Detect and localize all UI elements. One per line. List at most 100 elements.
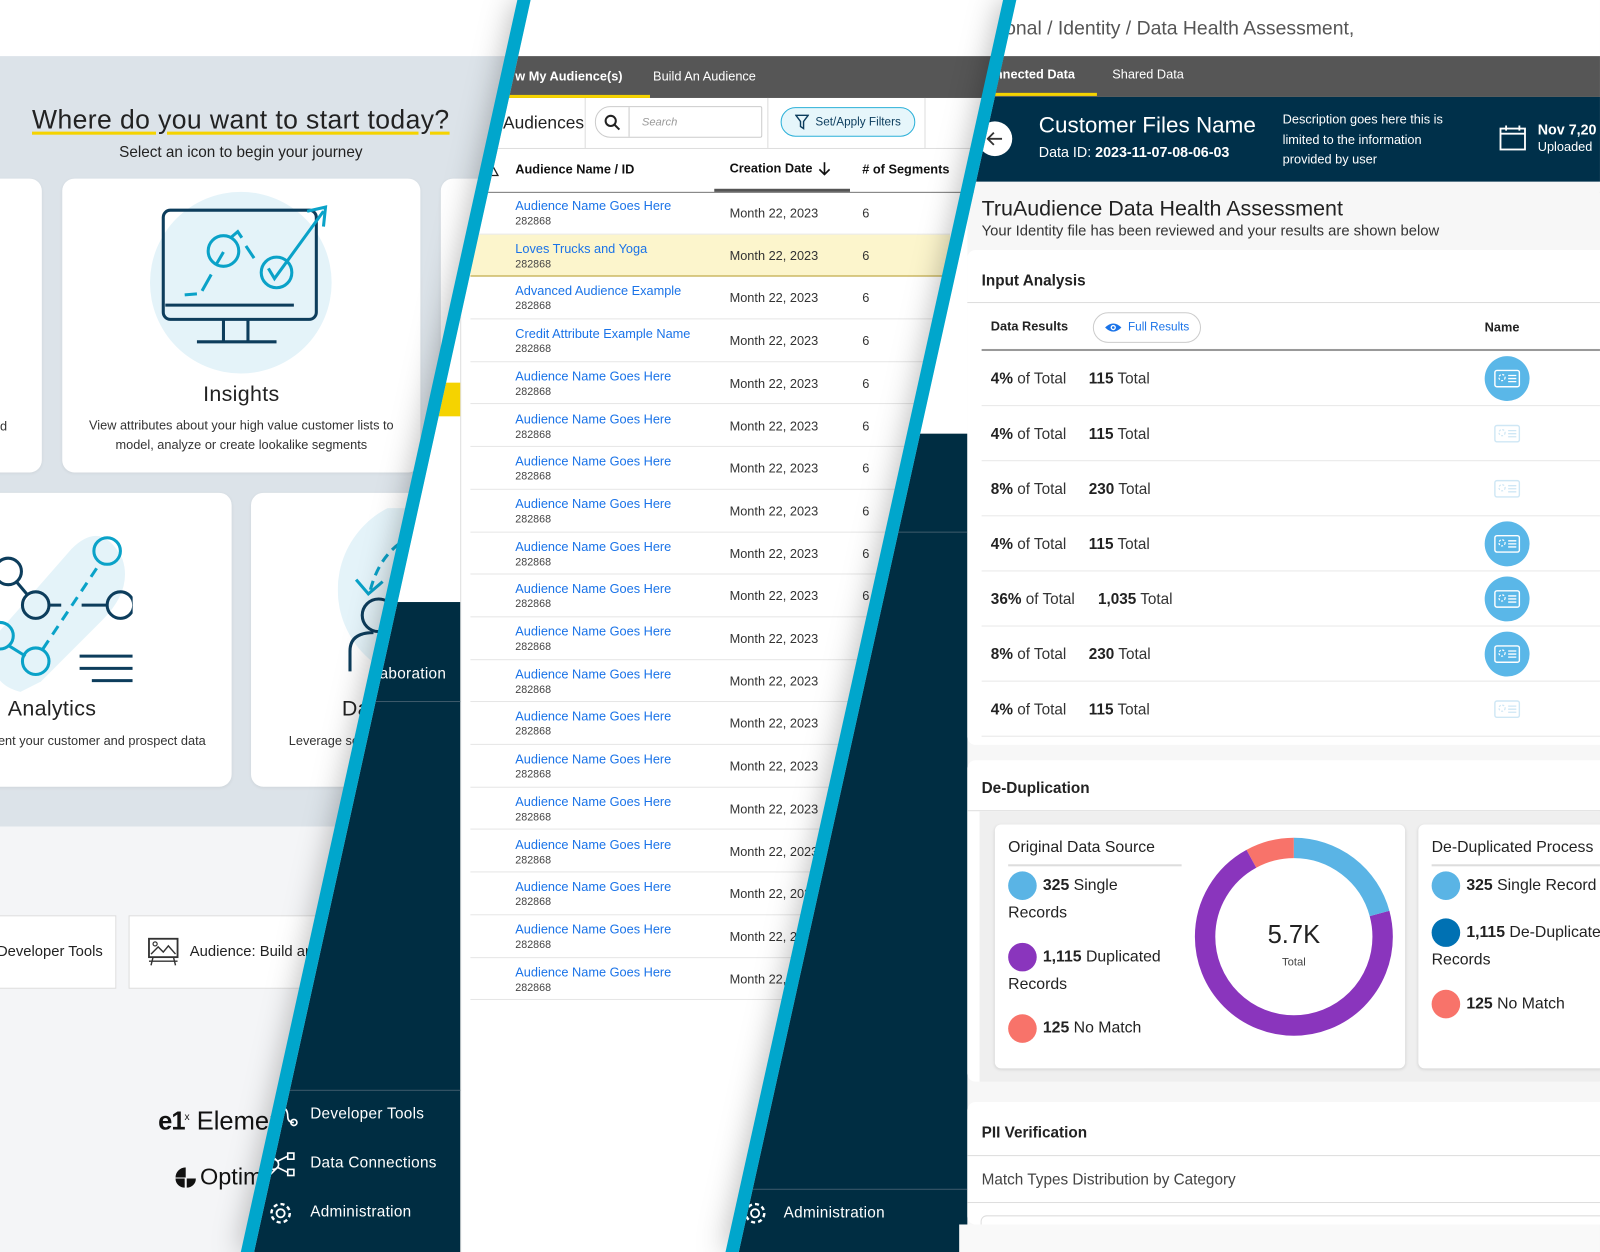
active-tab-indicator (948, 92, 1097, 96)
audience-name-link[interactable]: Audience Name Goes Here (515, 837, 672, 852)
sidebar-item-administration[interactable]: Administration (783, 1204, 885, 1222)
audience-name-link[interactable]: Audience Name Goes Here (515, 539, 672, 554)
creation-date: Month 22, 2023 (729, 631, 819, 646)
table-row[interactable]: Audience Name Goes Here 282868 Month 22, 2… (470, 362, 950, 405)
audience-name-link[interactable]: Audience Name Goes Here (515, 369, 672, 384)
file-description: Description goes here this is limited to… (1283, 110, 1443, 170)
audience-id: 282868 (515, 428, 552, 441)
tab-build-an-audience[interactable]: Build An Audience (653, 69, 756, 84)
developer-tools-link[interactable]: Developer Tools (0, 915, 117, 989)
sidebar-item-data-connections[interactable]: Data Connections (310, 1154, 437, 1172)
audience-name-link[interactable]: Audience Name Goes Here (515, 964, 672, 980)
audience-name-link[interactable]: Audience Name Goes Here (515, 198, 672, 214)
analytics-card[interactable]: Analytics ent your customer and prospect… (0, 492, 232, 787)
audience-name-link[interactable]: Audience Name Goes Here (515, 624, 672, 639)
data-id-label: Data ID: (1038, 143, 1092, 161)
legend-swatch (1008, 1014, 1037, 1043)
insights-card[interactable]: Insights View attributes about your high… (62, 178, 421, 473)
column-creation-date-label: Creation Date (729, 161, 813, 176)
legend-swatch (1008, 942, 1037, 972)
table-row[interactable]: Credit Attribute Example Name 282868 Month… (470, 319, 950, 363)
input-analysis-title: Input Analysis (981, 272, 1086, 290)
analytics-network-icon (0, 535, 133, 692)
table-row[interactable]: Audience Name Goes Here 282868 Month 22, 2… (470, 575, 950, 618)
column-creation-date[interactable]: Creation Date (729, 161, 831, 176)
audience-id: 282868 (515, 300, 552, 313)
home-subheading: Select an icon to begin your journey (119, 143, 363, 162)
table-row[interactable]: Advanced Audience Example 282868 Month 22,… (470, 277, 950, 320)
pii-verification-card: PII Verification Match Types Distributio… (967, 1102, 1600, 1225)
audience-id: 282868 (515, 215, 552, 228)
audience-name-link[interactable]: Audience Name Goes Here (515, 411, 672, 427)
id-card-button[interactable] (1484, 576, 1530, 622)
tab-view-my-audiences[interactable]: w My Audience(s) (515, 69, 623, 84)
id-card-icon (1494, 424, 1521, 443)
creation-date: Month 22, 2023 (729, 376, 819, 391)
id-card-button[interactable] (1485, 411, 1530, 456)
easel-icon (148, 937, 179, 966)
tab-shared-data[interactable]: Shared Data (1112, 67, 1184, 82)
table-row[interactable]: Audience Name Goes Here 282868 Month 22, 2… (470, 617, 950, 660)
audience-name-link[interactable]: Audience Name Goes Here (515, 879, 672, 895)
input-analysis-row: 36% of Total 1,035 Total (981, 571, 1600, 627)
full-results-button[interactable]: Full Results (1092, 312, 1202, 343)
table-row[interactable]: Loves Trucks and Yoga 282868 Month 22, 202… (470, 234, 950, 277)
audience-name-link[interactable]: Audience Name Goes Here (515, 922, 672, 937)
partial-card[interactable]: d (0, 178, 42, 473)
audience-name-link[interactable]: Advanced Audience Example (515, 284, 682, 299)
audience-name-link[interactable]: Loves Trucks and Yoga (515, 241, 648, 256)
id-card-button[interactable] (1485, 687, 1530, 732)
percent-of-total: 4% of Total (990, 425, 1067, 443)
percent-of-total: 4% of Total (990, 701, 1067, 719)
arrow-left-icon (986, 132, 1003, 146)
creation-date: Month 22, 2023 (729, 206, 819, 221)
pii-subtitle: Match Types Distribution by Category (981, 1171, 1236, 1189)
table-row[interactable]: Audience Name Goes Here 282868 Month 22, 2… (470, 702, 950, 745)
card-divider (967, 302, 1600, 304)
audience-name-link[interactable]: Audience Name Goes Here (515, 752, 672, 767)
set-apply-filters-button[interactable]: Set/Apply Filters (780, 107, 916, 137)
audience-name-link[interactable]: Audience Name Goes Here (515, 496, 672, 512)
sidebar-item-developer-tools[interactable]: Developer Tools (310, 1105, 425, 1123)
segment-count: 6 (862, 503, 870, 519)
audience-name-link[interactable]: Audience Name Goes Here (515, 581, 672, 597)
id-card-button[interactable] (1484, 356, 1530, 402)
table-row[interactable]: Audience Name Goes Here 282868 Month 22, 2… (470, 447, 950, 490)
audience-id: 282868 (515, 513, 552, 526)
audience-name-link[interactable]: Credit Attribute Example Name (515, 326, 691, 341)
sidebar-divider (738, 1188, 968, 1190)
sidebar-item-collaboration[interactable]: aboration (379, 665, 447, 683)
percent-of-total: 8% of Total (990, 480, 1067, 498)
audience-name-link[interactable]: Audience Name Goes Here (515, 667, 672, 682)
table-row[interactable]: Audience Name Goes Here 282868 Month 22, 2… (470, 192, 950, 235)
id-card-button[interactable] (1484, 631, 1530, 677)
audience-name-link[interactable]: Audience Name Goes Here (515, 794, 672, 809)
audiences-toolbar: Audiences Search Set/Apply Filters (460, 97, 1600, 149)
audience-id: 282868 (515, 896, 552, 909)
audience-name-link[interactable]: Audience Name Goes Here (515, 454, 672, 469)
search-input[interactable]: Search (594, 106, 763, 138)
sidebar-item-administration[interactable]: Administration (310, 1203, 412, 1221)
table-row[interactable]: Audience Name Goes Here 282868 Month 22, 2… (470, 532, 950, 575)
table-row[interactable]: Audience Name Goes Here 282868 Month 22, 2… (470, 788, 950, 831)
insights-description-line1: View attributes about your high value cu… (88, 418, 394, 433)
creation-date: Month 22, 2023 (729, 844, 819, 859)
table-row[interactable]: Audience Name Goes Here 282868 Month 22, 2… (470, 660, 950, 703)
id-card-button[interactable] (1484, 521, 1530, 567)
row-total: 115 Total (1088, 425, 1150, 443)
table-row[interactable]: Audience Name Goes Here 282868 Month 22, 2… (470, 830, 950, 873)
data-results-label: Data Results (990, 319, 1069, 334)
legend-item: 125 No Match (1431, 989, 1600, 1019)
tab-connected-data[interactable]: nnected Data (994, 67, 1075, 82)
card-divider (967, 1202, 1600, 1204)
id-card-button[interactable] (1485, 466, 1530, 511)
table-row[interactable]: Audience Name Goes Here 282868 Month 22, 2… (470, 405, 950, 448)
table-row[interactable]: Audience Name Goes Here 282868 Month 22, 2… (470, 873, 950, 916)
calendar-icon (1499, 125, 1526, 151)
column-audience-name[interactable]: Audience Name / ID (515, 162, 635, 177)
audience-id: 282868 (515, 981, 552, 994)
audience-name-link[interactable]: Audience Name Goes Here (515, 709, 672, 724)
eye-icon (1105, 323, 1122, 332)
table-row[interactable]: Audience Name Goes Here 282868 Month 22, 2… (470, 490, 950, 533)
column-segments[interactable]: # of Segments (862, 162, 950, 177)
